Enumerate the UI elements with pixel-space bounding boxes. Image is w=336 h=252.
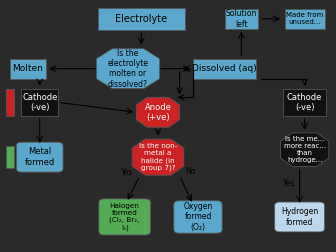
Text: Molten: Molten — [13, 64, 43, 73]
Text: Made from
unused...: Made from unused... — [286, 12, 323, 25]
Polygon shape — [136, 97, 180, 127]
FancyBboxPatch shape — [283, 89, 326, 116]
Text: Oxygen
formed
(O₂): Oxygen formed (O₂) — [183, 202, 213, 232]
FancyBboxPatch shape — [275, 202, 325, 232]
Text: Is the non-
metal a
halide (in
group 7)?: Is the non- metal a halide (in group 7)? — [139, 143, 177, 171]
Polygon shape — [132, 139, 184, 175]
FancyBboxPatch shape — [10, 59, 46, 79]
FancyBboxPatch shape — [6, 89, 14, 116]
FancyBboxPatch shape — [285, 9, 325, 29]
FancyBboxPatch shape — [225, 9, 258, 29]
Text: No: No — [185, 167, 196, 176]
Text: Hydrogen
formed: Hydrogen formed — [281, 207, 318, 227]
FancyBboxPatch shape — [6, 146, 14, 168]
Text: Dissolved (aq): Dissolved (aq) — [192, 64, 257, 73]
Polygon shape — [281, 133, 329, 167]
FancyBboxPatch shape — [99, 199, 151, 235]
Text: Metal
formed: Metal formed — [25, 147, 55, 167]
FancyBboxPatch shape — [22, 89, 58, 116]
FancyBboxPatch shape — [16, 142, 63, 172]
Text: Yes: Yes — [283, 179, 295, 188]
FancyBboxPatch shape — [174, 201, 222, 233]
Text: Is the me...
more reac...
than
hydroge...: Is the me... more reac... than hydroge..… — [284, 136, 326, 163]
Text: Is the
electrolyte
molten or
dissolved?: Is the electrolyte molten or dissolved? — [108, 49, 149, 89]
Text: Solution
left: Solution left — [225, 9, 257, 28]
Text: Cathode
(-ve): Cathode (-ve) — [287, 93, 322, 112]
FancyBboxPatch shape — [98, 8, 185, 30]
Text: Electrolyte: Electrolyte — [115, 14, 167, 24]
FancyBboxPatch shape — [193, 59, 256, 79]
Text: Cathode
(-ve): Cathode (-ve) — [22, 93, 57, 112]
Text: Anode
(+ve): Anode (+ve) — [144, 103, 171, 122]
Text: Halogen
formed
(Cl₂, Br₂,
I₂): Halogen formed (Cl₂, Br₂, I₂) — [110, 203, 140, 231]
Text: Yes: Yes — [121, 168, 133, 177]
Polygon shape — [96, 49, 160, 89]
